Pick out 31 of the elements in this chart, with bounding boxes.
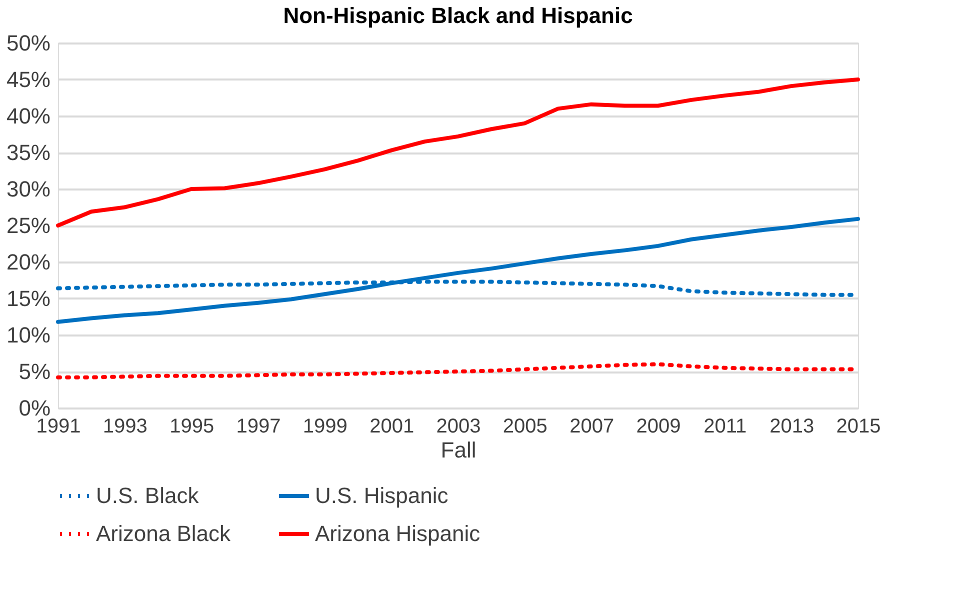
x-axis-title: Fall xyxy=(440,438,476,462)
legend-label: U.S. Black xyxy=(96,483,200,508)
x-tick-label: 1995 xyxy=(170,416,214,438)
y-tick-label: 30% xyxy=(6,176,50,202)
x-tick-label: 2001 xyxy=(370,416,414,438)
y-tick-label: 50% xyxy=(6,30,50,56)
legend-label: Arizona Hispanic xyxy=(315,521,480,546)
legend-label: Arizona Black xyxy=(96,521,232,546)
y-tick-label: 35% xyxy=(6,140,50,165)
x-tick-label: 2003 xyxy=(436,416,481,438)
x-tick-label: 1993 xyxy=(102,416,148,438)
x-tick-label: 2009 xyxy=(636,416,681,438)
y-tick-label: 20% xyxy=(6,250,50,274)
y-tick-label: 45% xyxy=(6,67,50,92)
x-tick-label: 1997 xyxy=(236,416,281,438)
x-tick-label: 2007 xyxy=(570,416,614,438)
legend-label: U.S. Hispanic xyxy=(315,483,448,508)
y-tick-label: 15% xyxy=(6,286,50,311)
x-tick-label: 2015 xyxy=(836,416,881,438)
x-tick-label: 1991 xyxy=(36,416,81,438)
x-tick-label: 2013 xyxy=(770,416,814,438)
x-tick-label: 2011 xyxy=(704,416,747,438)
y-tick-label: 5% xyxy=(18,359,50,384)
chart-title: Non-Hispanic Black and Hispanic xyxy=(283,3,633,28)
x-tick-label: 1999 xyxy=(302,416,348,438)
y-tick-label: 25% xyxy=(6,213,50,238)
line-series xyxy=(56,216,860,324)
x-tick-label: 2005 xyxy=(502,416,548,438)
y-tick-label: 10% xyxy=(6,322,50,348)
y-tick-label: 40% xyxy=(6,104,50,128)
line-series xyxy=(56,78,860,228)
